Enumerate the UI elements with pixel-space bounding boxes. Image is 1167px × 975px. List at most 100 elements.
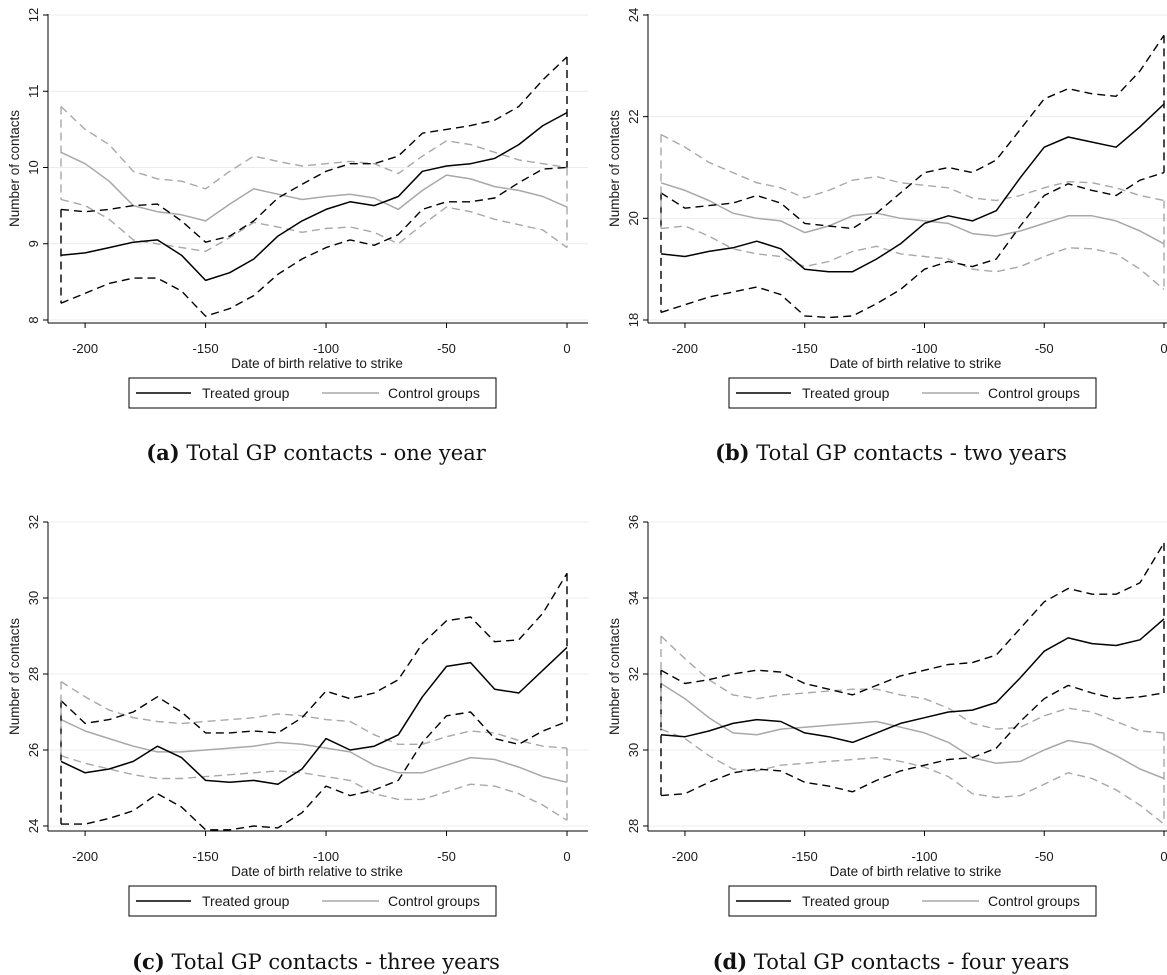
x-tick-label: 0 (563, 849, 570, 864)
y-tick-label: 24 (26, 819, 41, 833)
series-line-lower_ci (660, 728, 1165, 825)
x-tick-label: 0 (563, 341, 570, 356)
x-tick-label: -150 (193, 341, 219, 356)
series-line-upper_ci (660, 635, 1165, 734)
x-axis-label: Date of birth relative to strike (830, 356, 1002, 371)
x-tick-label: -200 (72, 849, 98, 864)
y-tick-label: 9 (26, 240, 41, 247)
series-line-lower_ci (60, 166, 568, 317)
series-line-estimate (60, 646, 568, 785)
y-tick-label: 28 (26, 667, 41, 681)
x-tick-label: -200 (72, 341, 98, 356)
y-tick-label: 36 (626, 515, 641, 529)
caption-text: Total GP contacts - two years (750, 441, 1067, 465)
legend: Treated group Control groups (128, 885, 497, 917)
legend-label-treated: Treated group (802, 385, 890, 401)
x-tick-label: -50 (1035, 849, 1054, 864)
y-tick-label: 28 (626, 819, 641, 833)
y-tick-label: 34 (626, 591, 641, 605)
series-line-lower_ci (61, 711, 568, 831)
legend-label-control: Control groups (388, 385, 480, 401)
series-line-estimate (60, 111, 568, 282)
caption-letter: (d) (713, 949, 748, 974)
legend-label-treated: Treated group (802, 893, 890, 909)
y-axis-label: Number of contacts (607, 618, 622, 735)
series-line-upper_ci (60, 681, 568, 749)
chart-panel-2: 18 20 22 24 -200 -150 -100 -50 0 Date of birth re… (607, 8, 1167, 465)
series-line-estimate (660, 103, 1165, 273)
y-tick-label: 30 (26, 591, 41, 605)
y-tick-label: 12 (26, 8, 41, 22)
legend-label-control: Control groups (988, 893, 1080, 909)
legend: Treated group Control groups (728, 377, 1097, 409)
chart-panel-1: 8 9 10 11 12 -200 -150 -100 -50 0 Date of birth re… (7, 8, 588, 465)
panel-caption: (a) Total GP contacts - one year (146, 440, 487, 465)
x-axis-label: Date of birth relative to strike (231, 356, 403, 371)
y-tick-label: 20 (626, 211, 641, 225)
y-axis-label: Number of contacts (7, 110, 22, 227)
legend-label-control: Control groups (988, 385, 1080, 401)
series-line-upper_ci (660, 133, 1165, 202)
y-axis-label: Number of contacts (7, 618, 22, 735)
x-tick-label: -100 (313, 341, 339, 356)
caption-text: Total GP contacts - three years (165, 950, 500, 974)
series-group (60, 572, 568, 831)
y-tick-label: 30 (626, 743, 641, 757)
x-tick-label: -100 (911, 341, 937, 356)
x-axis-label: Date of birth relative to strike (231, 864, 403, 879)
panel-caption: (d) Total GP contacts - four years (713, 949, 1070, 974)
series-line-lower_ci (660, 225, 1165, 291)
y-tick-label: 18 (626, 313, 641, 327)
series-line-upper_ci (60, 105, 568, 190)
caption-letter: (b) (715, 440, 750, 465)
legend-label-treated: Treated group (202, 893, 290, 909)
x-tick-label: -100 (313, 849, 339, 864)
y-tick-label: 26 (26, 743, 41, 757)
series-line-estimate (660, 182, 1165, 245)
y-axis-label: Number of contacts (607, 110, 622, 227)
y-tick-label: 32 (626, 667, 641, 681)
legend-label-control: Control groups (388, 893, 480, 909)
series-line-lower_ci (60, 198, 568, 253)
x-tick-label: 0 (1160, 849, 1167, 864)
series-group (660, 542, 1165, 825)
legend-label-treated: Treated group (202, 385, 290, 401)
series-line-upper_ci (60, 572, 568, 734)
x-tick-label: -150 (792, 341, 818, 356)
panel-caption: (c) Total GP contacts - three years (132, 949, 500, 974)
series-group (60, 56, 568, 317)
legend: Treated group Control groups (728, 885, 1097, 917)
series-line-upper_ci (660, 542, 1165, 696)
series-line-lower_ci (660, 684, 1165, 797)
caption-text: Total GP contacts - one year (180, 441, 487, 465)
caption-letter: (a) (146, 440, 179, 465)
x-tick-label: -50 (437, 341, 456, 356)
series-group (660, 34, 1165, 319)
chart-panel-4: 28 30 32 34 36 -200 -150 -100 -50 0 Date of birth … (607, 515, 1167, 974)
x-tick-label: -200 (672, 341, 698, 356)
x-tick-label: 0 (1160, 341, 1167, 356)
series-line-estimate (660, 682, 1165, 780)
chart-panel-3: 24 26 28 30 32 -200 -150 -100 -50 0 Date of birth … (7, 515, 588, 974)
x-tick-label: -50 (1035, 341, 1054, 356)
y-tick-label: 24 (626, 8, 641, 22)
y-tick-label: 11 (26, 85, 41, 99)
legend: Treated group Control groups (128, 377, 497, 409)
series-line-estimate (60, 151, 568, 222)
series-line-estimate (60, 718, 568, 784)
series-line-lower_ci (660, 171, 1165, 319)
series-line-upper_ci (660, 34, 1165, 230)
caption-letter: (c) (132, 949, 165, 974)
y-tick-label: 8 (26, 316, 41, 323)
x-tick-label: -200 (672, 849, 698, 864)
series-line-upper_ci (60, 56, 568, 243)
x-tick-label: -100 (911, 849, 937, 864)
x-tick-label: -150 (792, 849, 818, 864)
x-tick-label: -50 (437, 849, 456, 864)
panel-caption: (b) Total GP contacts - two years (715, 440, 1067, 465)
x-axis-label: Date of birth relative to strike (830, 864, 1002, 879)
series-line-estimate (660, 618, 1165, 744)
y-tick-label: 32 (26, 515, 41, 529)
y-tick-label: 10 (26, 160, 41, 174)
